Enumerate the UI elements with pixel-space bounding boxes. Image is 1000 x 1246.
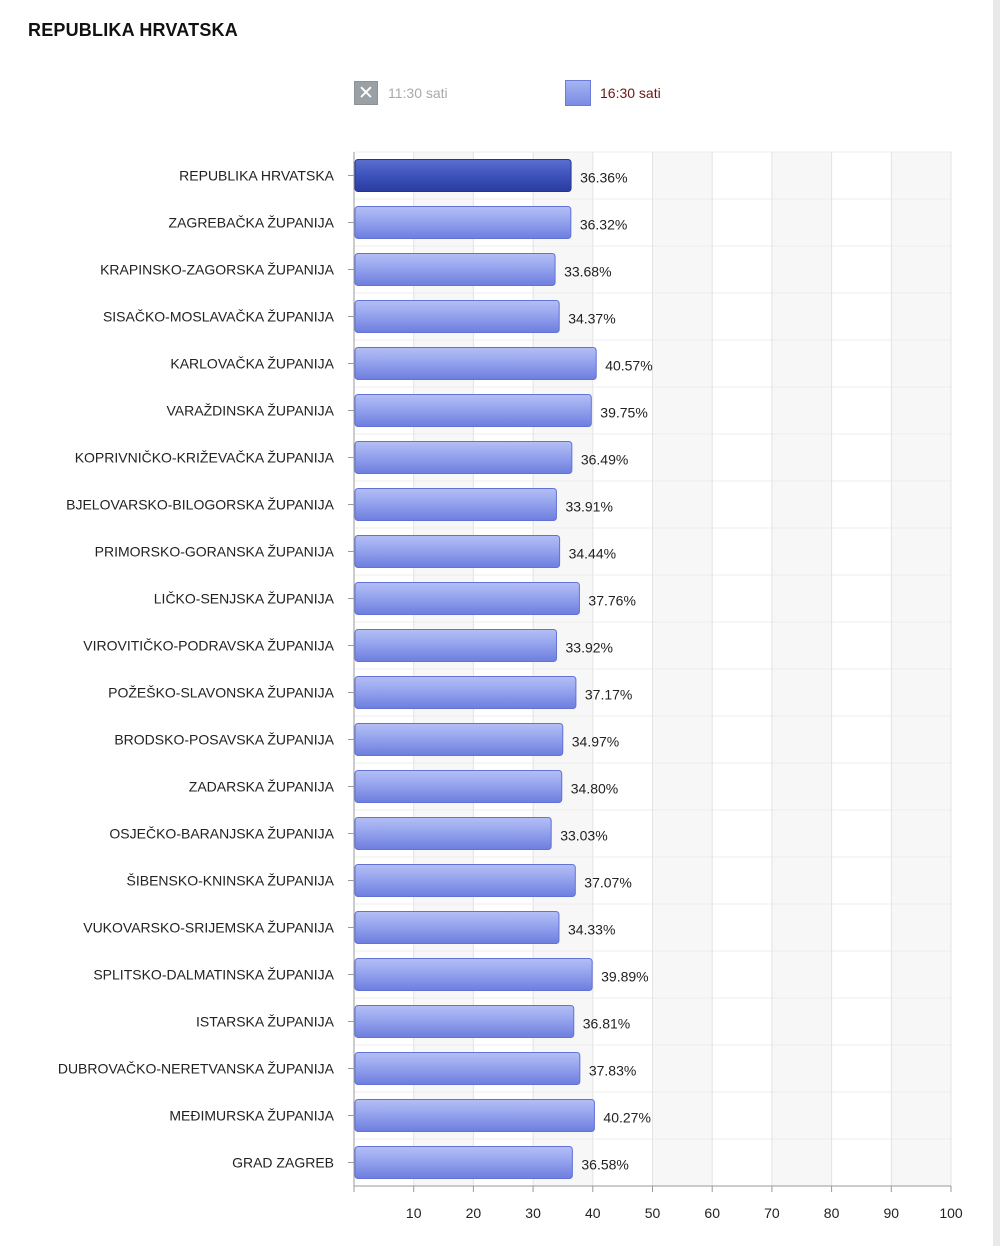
- data-label: 36.32%: [580, 217, 627, 233]
- x-tick-label: 60: [704, 1205, 720, 1221]
- data-label: 33.03%: [560, 828, 607, 844]
- bar-highlight: [354, 159, 572, 192]
- category-label: VIROVITIČKO-PODRAVSKA ŽUPANIJA: [83, 638, 334, 654]
- data-label: 40.27%: [603, 1110, 650, 1126]
- bar: [354, 723, 564, 756]
- bar: [354, 253, 556, 286]
- legend-swatch-1630: [565, 80, 591, 106]
- category-label: ISTARSKA ŽUPANIJA: [196, 1014, 335, 1030]
- data-label: 37.83%: [589, 1063, 636, 1079]
- legend-label-1130: 11:30 sati: [388, 85, 448, 101]
- category-label: VARAŽDINSKA ŽUPANIJA: [166, 403, 334, 419]
- category-label: MEĐIMURSKA ŽUPANIJA: [169, 1108, 334, 1124]
- category-label: ŠIBENSKO-KNINSKA ŽUPANIJA: [127, 873, 335, 889]
- category-label: OSJEČKO-BARANJSKA ŽUPANIJA: [109, 826, 334, 842]
- category-label: BRODSKO-POSAVSKA ŽUPANIJA: [114, 732, 334, 748]
- x-tick-label: 80: [824, 1205, 840, 1221]
- data-label: 39.89%: [601, 969, 648, 985]
- data-label: 34.37%: [568, 311, 615, 327]
- data-label: 33.92%: [566, 640, 613, 656]
- category-label: SPLITSKO-DALMATINSKA ŽUPANIJA: [93, 967, 334, 983]
- category-label: KRAPINSKO-ZAGORSKA ŽUPANIJA: [100, 262, 335, 278]
- category-label: BJELOVARSKO-BILOGORSKA ŽUPANIJA: [66, 497, 335, 513]
- data-label: 33.68%: [564, 264, 611, 280]
- category-label: LIČKO-SENJSKA ŽUPANIJA: [154, 591, 335, 607]
- bar: [354, 394, 592, 427]
- bar: [354, 206, 572, 239]
- bar: [354, 1005, 575, 1038]
- data-label: 36.81%: [583, 1016, 630, 1032]
- data-label: 33.91%: [565, 499, 612, 515]
- data-label: 37.17%: [585, 687, 632, 703]
- category-label: PRIMORSKO-GORANSKA ŽUPANIJA: [95, 544, 335, 560]
- bar: [354, 770, 563, 803]
- bar: [354, 1052, 581, 1085]
- data-label: 34.80%: [571, 781, 618, 797]
- x-tick-label: 20: [466, 1205, 482, 1221]
- data-label: 34.97%: [572, 734, 619, 750]
- legend-item-1130[interactable]: ✕ 11:30 sati: [354, 80, 448, 106]
- category-label: VUKOVARSKO-SRIJEMSKA ŽUPANIJA: [83, 920, 334, 936]
- data-label: 40.57%: [605, 358, 652, 374]
- bar: [354, 488, 557, 521]
- x-tick-label: 50: [645, 1205, 661, 1221]
- category-label: REPUBLIKA HRVATSKA: [179, 168, 334, 184]
- legend-label-1630: 16:30 sati: [600, 85, 661, 101]
- x-tick-label: 100: [939, 1205, 963, 1221]
- bar: [354, 535, 561, 568]
- bar: [354, 864, 576, 897]
- x-tick-label: 90: [884, 1205, 900, 1221]
- category-label: KARLOVAČKA ŽUPANIJA: [170, 356, 334, 372]
- x-tick-label: 10: [406, 1205, 422, 1221]
- category-label: ZAGREBAČKA ŽUPANIJA: [169, 215, 335, 231]
- category-label: ZADARSKA ŽUPANIJA: [189, 779, 335, 795]
- bar: [354, 676, 577, 709]
- bar: [354, 441, 573, 474]
- bar: [354, 1146, 573, 1179]
- data-label: 39.75%: [600, 405, 647, 421]
- data-label: 36.49%: [581, 452, 628, 468]
- bar: [354, 958, 593, 991]
- data-label: 37.76%: [588, 593, 635, 609]
- data-label: 36.58%: [581, 1157, 628, 1173]
- data-label: 36.36%: [580, 170, 627, 186]
- bar: [354, 911, 560, 944]
- bar: [354, 300, 560, 333]
- close-icon: ✕: [354, 81, 378, 105]
- category-label: DUBROVAČKO-NERETVANSKA ŽUPANIJA: [58, 1061, 335, 1077]
- legend-item-1630[interactable]: 16:30 sati: [565, 80, 661, 106]
- category-label: GRAD ZAGREB: [232, 1155, 334, 1171]
- category-label: SISAČKO-MOSLAVAČKA ŽUPANIJA: [103, 309, 335, 325]
- x-tick-label: 40: [585, 1205, 601, 1221]
- page-title: REPUBLIKA HRVATSKA: [28, 20, 238, 40]
- bar: [354, 582, 580, 615]
- x-tick-label: 70: [764, 1205, 780, 1221]
- bar: [354, 347, 597, 380]
- category-label: POŽEŠKO-SLAVONSKA ŽUPANIJA: [108, 685, 335, 701]
- bar: [354, 1099, 595, 1132]
- category-label: KOPRIVNIČKO-KRIŽEVAČKA ŽUPANIJA: [75, 450, 335, 466]
- data-label: 34.44%: [569, 546, 616, 562]
- bar: [354, 629, 558, 662]
- data-label: 34.33%: [568, 922, 615, 938]
- bar: [354, 817, 552, 850]
- data-label: 37.07%: [584, 875, 631, 891]
- x-tick-label: 30: [525, 1205, 541, 1221]
